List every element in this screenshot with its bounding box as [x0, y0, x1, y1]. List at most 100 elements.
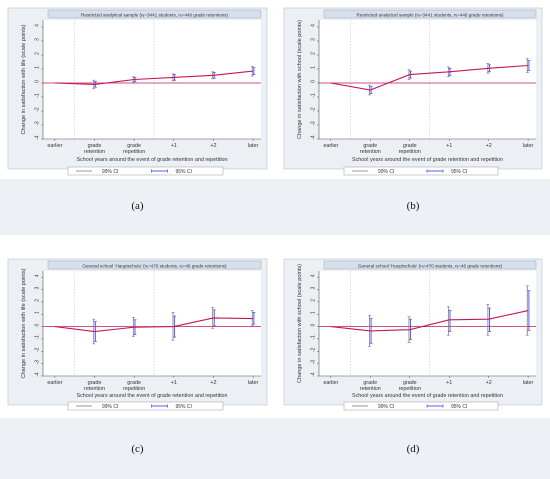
y-tick-label: 1 [311, 66, 317, 69]
chart-panel-4: General school 'Hauptschule' (nᵢ=470 stu… [283, 258, 543, 411]
x-tick-label: grade [127, 380, 141, 386]
y-tick-label: -3 [311, 121, 317, 126]
x-tick-label: grade [88, 143, 102, 149]
x-tick-label: +1 [446, 380, 452, 386]
y-tick-label: 1 [311, 311, 317, 314]
y-axis-label: Change in satisfaction with school (scal… [297, 20, 303, 139]
estimate-line [330, 64, 529, 91]
plot-area [319, 20, 536, 139]
x-tick-label: repetition [399, 386, 421, 392]
title-bar [47, 9, 262, 19]
legend-label: 95% CI [176, 169, 192, 175]
y-tick-label: 2 [311, 299, 317, 302]
x-tick-label: earlier [323, 143, 338, 149]
legend-box [343, 401, 499, 411]
plot-area [43, 20, 261, 139]
y-tick-label: 0 [35, 323, 41, 326]
y-tick-label: -2 [35, 347, 41, 352]
y-tick-label: -2 [311, 107, 317, 112]
chart-title: General school 'Hauptschule' (nᵢ=470 stu… [82, 263, 227, 268]
y-tick-label: -4 [311, 135, 317, 140]
x-tick-label: grade [88, 380, 102, 386]
y-tick-label: -4 [311, 372, 317, 377]
legend-box [343, 166, 499, 176]
estimate-line [330, 309, 529, 332]
title-bar [323, 260, 537, 270]
y-tick-label: 4 [311, 24, 317, 27]
title-bar [47, 260, 262, 270]
x-tick-label: +2 [210, 380, 216, 386]
chart-title: General school 'Hauptschule' (nᵢ=470 stu… [358, 263, 503, 268]
chart-panel-2: Restricted analytical sample (nᵢ=3441 st… [283, 7, 543, 176]
estimate-line [54, 70, 254, 85]
x-tick-label: earlier [47, 380, 62, 386]
x-tick-label: earlier [323, 380, 338, 386]
plot-area [43, 271, 261, 376]
x-tick-label: grade [403, 143, 417, 149]
x-tick-label: +2 [486, 143, 492, 149]
x-axis-label: School years around the event of grade r… [352, 393, 503, 399]
x-tick-label: retention [360, 149, 381, 155]
title-bar [323, 9, 537, 19]
x-tick-label: retention [84, 386, 105, 392]
y-tick-label: -1 [311, 335, 317, 340]
y-tick-label: 3 [311, 38, 317, 41]
x-axis-label: School years around the event of grade r… [352, 157, 503, 163]
chart-title: Restricted analytical sample (nᵢ=3441 st… [357, 12, 504, 17]
x-tick-label: later [248, 143, 259, 149]
y-tick-label: -1 [311, 93, 317, 98]
x-tick-label: repetition [123, 386, 145, 392]
x-tick-label: later [523, 380, 534, 386]
y-tick-label: -3 [35, 360, 41, 365]
y-tick-label: -4 [35, 372, 41, 377]
panel-caption: (b) [407, 200, 420, 212]
x-tick-label: retention [84, 149, 105, 155]
y-axis-label: Change in satisfaction with school (scal… [297, 264, 303, 383]
x-tick-label: grade [127, 143, 141, 149]
legend-label: 99% CI [102, 404, 118, 410]
legend-label: 99% CI [378, 404, 394, 410]
legend-label: 99% CI [102, 169, 118, 175]
y-tick-label: -4 [35, 135, 41, 140]
y-axis-label: Change in satisfaction with life (scale … [21, 24, 27, 134]
estimate-line [54, 317, 254, 333]
legend-label: 95% CI [451, 169, 467, 175]
x-tick-label: repetition [123, 149, 145, 155]
y-tick-label: -3 [35, 121, 41, 126]
chart-title: Restricted analytical sample (nᵢ=3441 st… [81, 12, 228, 17]
x-tick-label: +1 [171, 380, 177, 386]
legend-label: 99% CI [378, 169, 394, 175]
legend-box [67, 166, 224, 176]
legend-label: 95% CI [176, 404, 192, 410]
y-tick-label: -2 [35, 107, 41, 112]
y-tick-label: 2 [311, 52, 317, 55]
y-tick-label: 3 [35, 286, 41, 289]
x-tick-label: grade [363, 143, 377, 149]
y-tick-label: 0 [311, 80, 317, 83]
y-tick-label: 0 [311, 323, 317, 326]
chart-panel-1: Restricted analytical sample (nᵢ=3441 st… [7, 7, 268, 176]
x-tick-label: +2 [486, 380, 492, 386]
plot-area [319, 271, 536, 376]
y-tick-label: 3 [311, 286, 317, 289]
x-tick-label: later [248, 380, 259, 386]
panel-caption: (c) [131, 443, 144, 455]
x-tick-label: +1 [171, 143, 177, 149]
y-tick-label: -2 [311, 347, 317, 352]
caption-band [0, 418, 550, 479]
x-tick-label: repetition [399, 149, 421, 155]
y-tick-label: 2 [35, 52, 41, 55]
x-tick-label: earlier [47, 143, 62, 149]
y-tick-label: 4 [35, 274, 41, 277]
panel-caption: (a) [131, 200, 144, 212]
y-tick-label: 3 [35, 38, 41, 41]
y-tick-label: -1 [35, 93, 41, 98]
y-tick-label: -1 [35, 335, 41, 340]
x-tick-label: later [523, 143, 534, 149]
y-tick-label: 4 [311, 274, 317, 277]
x-tick-label: grade [363, 380, 377, 386]
y-tick-label: 1 [35, 66, 41, 69]
x-axis-label: School years around the event of grade r… [76, 157, 227, 163]
y-tick-label: 1 [35, 311, 41, 314]
